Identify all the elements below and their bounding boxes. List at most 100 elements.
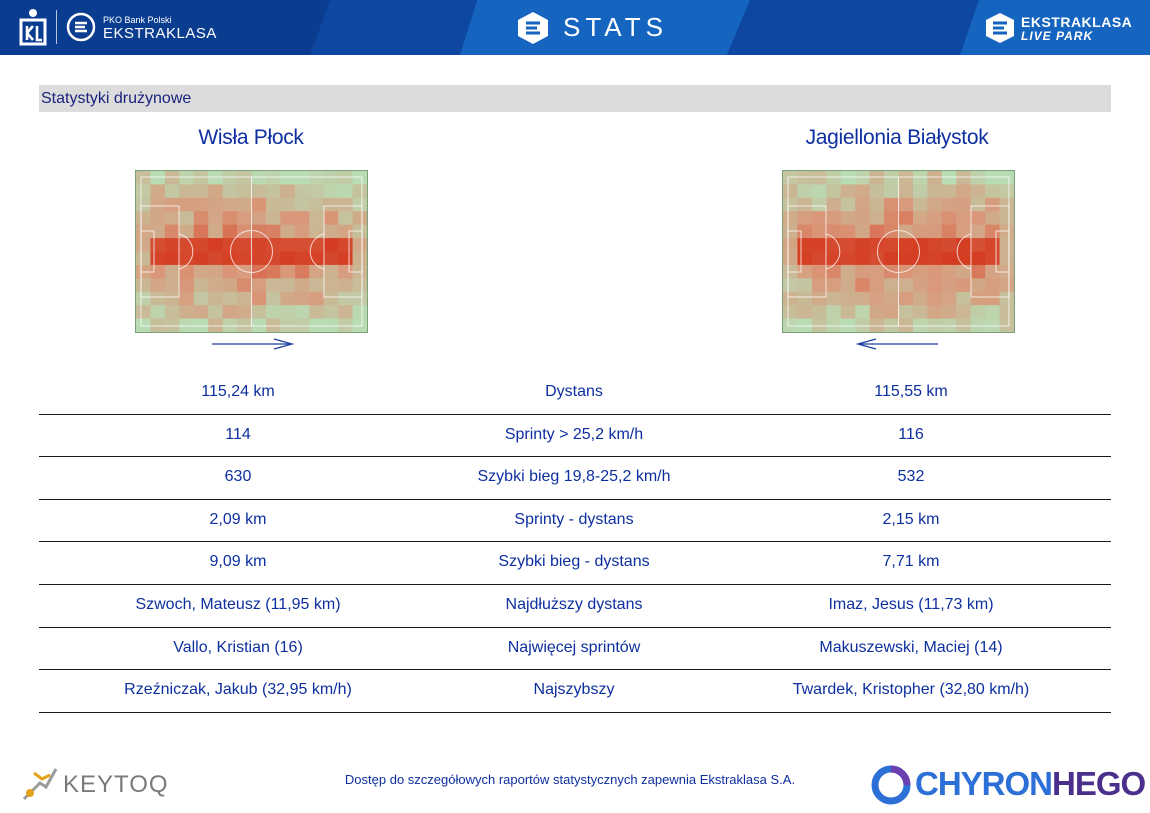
heatmap-cell — [985, 305, 1001, 320]
pitch-marking — [309, 233, 325, 270]
heatmap-cell — [985, 318, 1001, 332]
heatmap-cell — [237, 184, 252, 199]
heatmap-cell — [840, 224, 856, 239]
heatmap-cell — [265, 251, 281, 266]
heatmap-cell — [811, 184, 827, 199]
heatmap-cell — [869, 224, 885, 239]
heatmap-cell — [941, 224, 957, 239]
home-value: Rzeźniczak, Jakub (32,95 km/h) — [124, 681, 352, 699]
heatmap-cell — [927, 171, 943, 185]
heatmap-cell — [912, 197, 928, 212]
heatmap-cell — [237, 291, 252, 306]
home-value: 2,09 km — [209, 510, 267, 528]
heatmap-cell — [999, 251, 1014, 266]
heatmap-cell — [797, 305, 813, 320]
pitch-marking — [877, 230, 920, 273]
heatmap-cell — [826, 318, 842, 332]
ekstraklasa-label: EKSTRAKLASA — [103, 25, 217, 42]
heatmap-cell — [309, 197, 325, 212]
heatmap-cell — [783, 224, 798, 239]
home-direction-arrow-icon — [212, 338, 294, 350]
heatmap-cell — [999, 278, 1014, 293]
heatmap-cell — [956, 184, 972, 199]
heatmap-cell — [783, 238, 798, 252]
heatmap-cell — [280, 224, 296, 239]
heatmap-cell — [855, 251, 871, 266]
heatmap-cell — [927, 238, 943, 252]
heatmap-cell — [150, 171, 166, 185]
heatmap-cell — [985, 278, 1001, 293]
heatmap-cell — [179, 278, 195, 293]
heatmap-cell — [999, 305, 1014, 320]
heatmap-cell — [237, 238, 252, 252]
heatmap-cell — [927, 305, 943, 320]
heatmap-cell — [941, 171, 957, 185]
heatmap-cell — [265, 238, 281, 252]
heatmap-cell — [970, 224, 986, 239]
heatmap-cell — [208, 251, 224, 266]
heatmap-cell — [208, 291, 224, 306]
chyronhego-label: CHYRONHEGO — [915, 765, 1146, 803]
heatmap-cell — [150, 251, 166, 266]
heatmap-cell — [927, 224, 943, 239]
heatmap-cell — [811, 251, 827, 266]
heatmap-cell — [797, 171, 813, 185]
heatmap-cell — [352, 305, 367, 320]
heatmap-cell — [956, 264, 972, 279]
footer-note: Dostęp do szczegółowych raportów statyst… — [344, 772, 796, 787]
heatmap-cell — [912, 171, 928, 185]
heatmap-cell — [265, 171, 281, 185]
heatmap-cell — [193, 197, 209, 212]
away-value: Twardek, Kristopher (32,80 km/h) — [792, 681, 1030, 699]
heatmap-cell — [840, 211, 856, 226]
away-value: 7,71 km — [882, 553, 940, 571]
heatmap-cell — [797, 291, 813, 306]
heatmap-cell — [912, 251, 928, 266]
heatmap-cell — [840, 197, 856, 212]
keytoq-label: KEYTOQ — [63, 771, 169, 798]
stat-label: Sprinty > 25,2 km/h — [504, 425, 644, 443]
heatmap-cell — [309, 318, 325, 332]
heatmap-cell — [811, 291, 827, 306]
table-row: 115,24 km Dystans 115,55 km — [39, 372, 1111, 415]
keytoq-logo-icon — [22, 768, 58, 801]
heatmap-cell — [811, 264, 827, 279]
heatmap-cell — [338, 184, 354, 199]
home-value: 630 — [224, 468, 252, 486]
heatmap-cell — [811, 197, 827, 212]
heatmap-cell — [956, 197, 972, 212]
heatmap-cell — [323, 224, 339, 239]
heatmap-cell — [237, 171, 252, 185]
heatmap-cell — [956, 224, 972, 239]
heatmap-cell — [970, 264, 986, 279]
heatmap-cell — [237, 251, 252, 266]
heatmap-cell — [280, 184, 296, 199]
heatmap-cell — [150, 278, 166, 293]
heatmap-cell — [783, 305, 798, 320]
heatmap-cell — [783, 211, 798, 226]
heatmap-cell — [912, 184, 928, 199]
heatmap-cell — [941, 251, 957, 266]
stat-label: Najdłuższy dystans — [505, 595, 643, 613]
heatmap-cell — [912, 224, 928, 239]
heatmap-cell — [309, 291, 325, 306]
heatmap-cell — [956, 305, 972, 320]
heatmap-cell — [338, 211, 354, 226]
heatmap-cell — [193, 291, 209, 306]
heatmap-cell — [323, 264, 339, 279]
heatmap-cell — [193, 278, 209, 293]
heatmap-cell — [164, 264, 180, 279]
header-band-left — [0, 0, 330, 55]
heatmap-cell — [783, 278, 798, 293]
heatmap-cell — [136, 318, 151, 332]
header-band-center — [460, 0, 750, 55]
away-heatmap — [782, 170, 1015, 333]
heatmap-cell — [884, 171, 899, 185]
heatmap-cell — [193, 318, 209, 332]
heatmap-cell — [826, 224, 842, 239]
pitch-marking — [825, 233, 841, 270]
chyronhego-label-part2: HEGO — [1052, 765, 1146, 802]
heatmap-cell — [265, 305, 281, 320]
heatmap-cell — [251, 211, 267, 226]
heatmap-cell — [323, 278, 339, 293]
